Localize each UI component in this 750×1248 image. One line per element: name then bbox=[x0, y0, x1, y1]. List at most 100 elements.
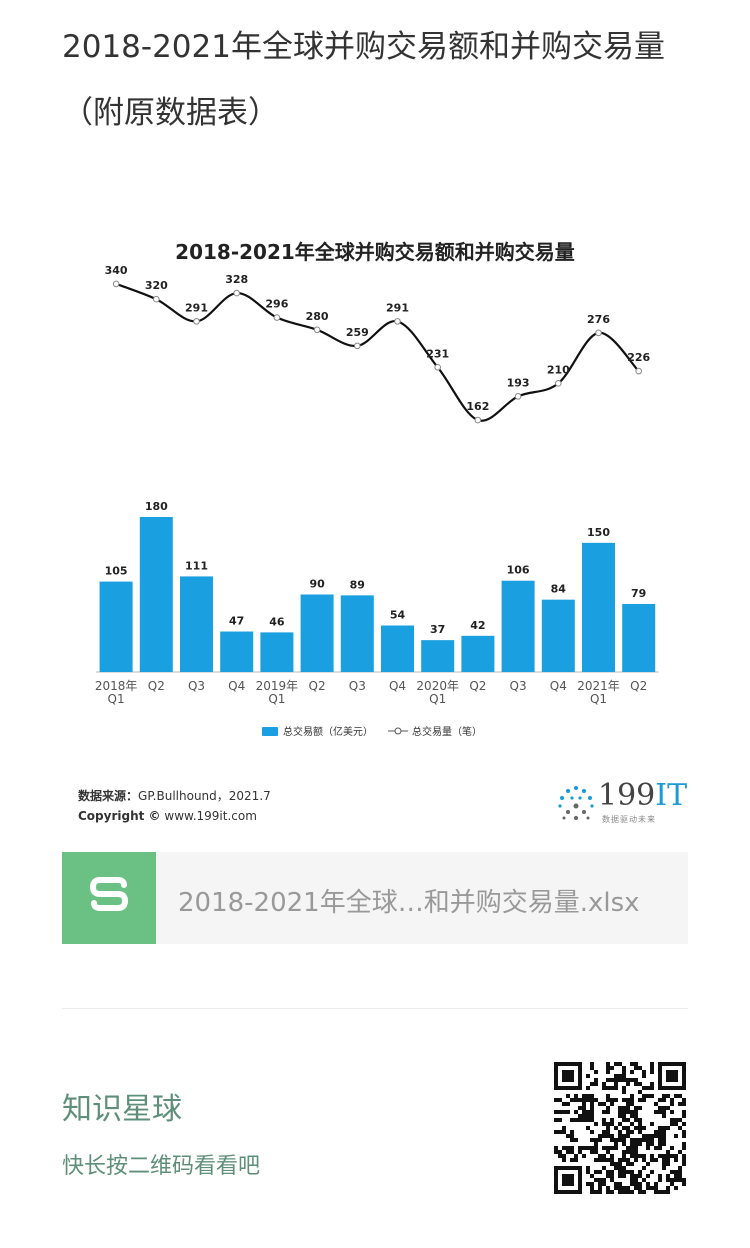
qr-module bbox=[578, 1106, 582, 1110]
qr-module bbox=[638, 1190, 642, 1194]
qr-module bbox=[590, 1102, 594, 1106]
qr-module bbox=[590, 1106, 594, 1110]
qr-module bbox=[682, 1158, 686, 1162]
qr-module bbox=[586, 1086, 590, 1090]
legend-swatch-bar bbox=[262, 727, 278, 736]
qr-module bbox=[622, 1158, 626, 1162]
qr-module bbox=[598, 1182, 602, 1186]
qr-module bbox=[614, 1086, 618, 1090]
qr-module bbox=[678, 1102, 682, 1106]
qr-module bbox=[562, 1154, 566, 1158]
qr-module bbox=[638, 1174, 642, 1178]
x-tick-label: Q2 bbox=[469, 679, 486, 693]
qr-module bbox=[666, 1126, 670, 1130]
qr-module bbox=[626, 1130, 630, 1134]
bar-value-label: 150 bbox=[587, 526, 610, 539]
qr-module bbox=[630, 1190, 634, 1194]
line-value-label: 210 bbox=[547, 363, 570, 376]
qr-module bbox=[646, 1134, 650, 1138]
qr-module bbox=[658, 1154, 662, 1158]
bar bbox=[461, 635, 495, 672]
line-point bbox=[635, 367, 643, 375]
x-tick-label: Q3 bbox=[349, 679, 366, 693]
bar-value-label: 79 bbox=[631, 587, 646, 600]
copyright-label: Copyright © bbox=[78, 809, 161, 823]
qr-module bbox=[614, 1166, 618, 1170]
qr-module bbox=[598, 1154, 602, 1158]
bar-value-label: 111 bbox=[185, 559, 208, 572]
logo-text: 199IT bbox=[598, 778, 688, 813]
legend-label-bar: 总交易额（亿美元） bbox=[283, 725, 373, 738]
x-tick-label: Q4 bbox=[389, 679, 406, 693]
qr-module bbox=[630, 1122, 634, 1126]
qr-module bbox=[622, 1138, 626, 1142]
qr-module bbox=[650, 1086, 654, 1090]
qr-module bbox=[618, 1122, 622, 1126]
qr-module bbox=[674, 1118, 678, 1122]
qr-module bbox=[594, 1078, 598, 1082]
qr-module bbox=[622, 1106, 626, 1110]
qr-module bbox=[582, 1114, 586, 1118]
qr-module bbox=[658, 1134, 662, 1138]
qr-module bbox=[658, 1138, 662, 1142]
qr-module bbox=[618, 1190, 622, 1194]
qr-module bbox=[670, 1110, 674, 1114]
qr-module bbox=[650, 1066, 654, 1070]
qr-module bbox=[634, 1126, 638, 1130]
qr-module bbox=[618, 1130, 622, 1134]
qr-module bbox=[626, 1106, 630, 1110]
qr-module bbox=[594, 1158, 598, 1162]
qr-module bbox=[594, 1082, 598, 1086]
qr-module bbox=[582, 1094, 586, 1098]
source-label: 数据来源： bbox=[78, 789, 139, 803]
qr-module bbox=[586, 1074, 590, 1078]
qr-module bbox=[682, 1178, 686, 1182]
qr-module bbox=[662, 1114, 666, 1118]
qr-module bbox=[658, 1174, 662, 1178]
qr-module bbox=[590, 1094, 594, 1098]
qr-module bbox=[574, 1158, 578, 1162]
line-value-label: 193 bbox=[507, 376, 530, 389]
bar bbox=[300, 594, 334, 672]
qr-module bbox=[606, 1110, 610, 1114]
qr-module bbox=[650, 1062, 654, 1066]
qr-module bbox=[610, 1170, 614, 1174]
qr-module bbox=[654, 1110, 658, 1114]
qr-module bbox=[606, 1070, 610, 1074]
qr-module bbox=[590, 1186, 594, 1190]
qr-module bbox=[590, 1150, 594, 1154]
bar bbox=[139, 517, 173, 672]
qr-module bbox=[682, 1110, 686, 1114]
qr-module bbox=[682, 1114, 686, 1118]
chart-title: 2018-2021年全球并购交易额和并购交易量 bbox=[175, 240, 575, 264]
qr-module bbox=[618, 1106, 622, 1110]
bar bbox=[340, 595, 374, 672]
qr-module bbox=[646, 1094, 650, 1098]
qr-module bbox=[594, 1098, 598, 1102]
qr-module bbox=[598, 1134, 602, 1138]
qr-module bbox=[658, 1130, 662, 1134]
qr-module bbox=[618, 1170, 622, 1174]
qr-module bbox=[650, 1122, 654, 1126]
qr-module bbox=[602, 1086, 606, 1090]
qr-module bbox=[642, 1126, 646, 1130]
qr-module bbox=[626, 1078, 630, 1082]
qr-module bbox=[666, 1178, 670, 1182]
qr-module bbox=[662, 1098, 666, 1102]
file-attachment-card[interactable]: 2018-2021年全球…和并购交易量.xlsx bbox=[62, 852, 688, 944]
qr-code-icon[interactable] bbox=[554, 1062, 686, 1194]
qr-module bbox=[602, 1102, 606, 1106]
qr-module bbox=[622, 1150, 626, 1154]
qr-module bbox=[590, 1098, 594, 1102]
qr-module bbox=[622, 1074, 626, 1078]
qr-module bbox=[650, 1082, 654, 1086]
qr-module bbox=[674, 1154, 678, 1158]
qr-module bbox=[634, 1178, 638, 1182]
qr-module bbox=[642, 1094, 646, 1098]
qr-module bbox=[674, 1170, 678, 1174]
qr-module bbox=[658, 1190, 662, 1194]
qr-module bbox=[638, 1182, 642, 1186]
qr-module bbox=[562, 1174, 574, 1186]
qr-module bbox=[646, 1182, 650, 1186]
qr-module bbox=[622, 1114, 626, 1118]
